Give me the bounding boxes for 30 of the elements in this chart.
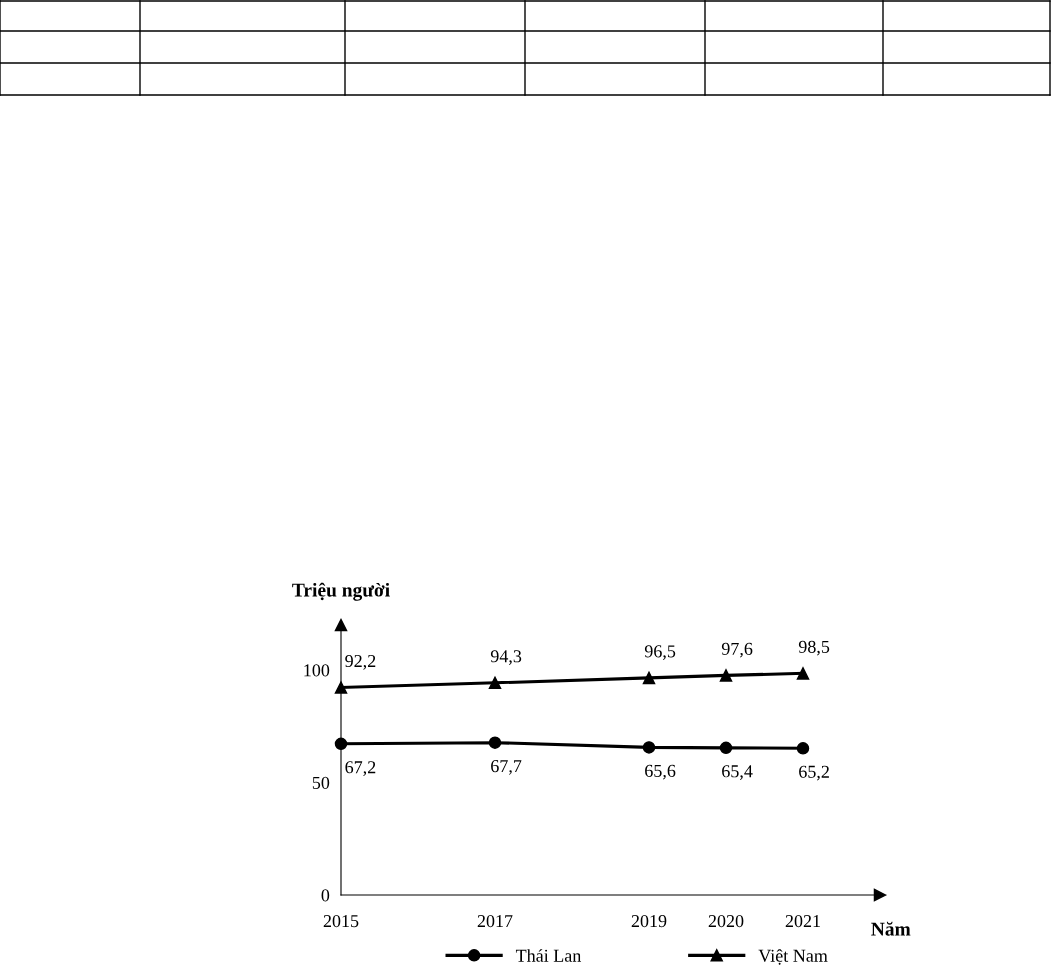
x-tick-label: 2021 [785, 914, 820, 928]
point [488, 736, 502, 749]
x-tick-label: 2020 [708, 914, 744, 928]
point [642, 671, 656, 685]
point [796, 667, 810, 680]
x-axis-title: Năm [871, 921, 911, 936]
legend-label: Thái Lan [515, 949, 582, 962]
data-label: 67,7 [491, 760, 522, 775]
data-label: 98,5 [798, 640, 830, 656]
y-tick-label: 0 [321, 889, 330, 902]
x-tick-label: 2015 [323, 914, 359, 928]
point [642, 741, 656, 754]
data-label: 97,6 [721, 642, 753, 658]
point [719, 669, 733, 682]
y-axis-title: Triệu người [292, 582, 390, 601]
data-label: 65,6 [645, 764, 676, 780]
point [488, 676, 502, 690]
point [796, 742, 810, 755]
y-tick-label: 50 [312, 776, 330, 789]
data-label: 67,2 [345, 761, 376, 776]
y-tick-label: 100 [304, 664, 330, 677]
data-label: 92,2 [345, 654, 376, 670]
x-tick-label: 2017 [477, 914, 513, 928]
point [719, 741, 733, 755]
data-label: 94,3 [490, 650, 522, 665]
x-tick-label: 2019 [631, 914, 667, 928]
data-label: 65,4 [722, 765, 753, 780]
data-label: 65,2 [799, 765, 829, 781]
data-label: 96,5 [644, 645, 676, 660]
legend-label: Việt Nam [758, 949, 828, 965]
